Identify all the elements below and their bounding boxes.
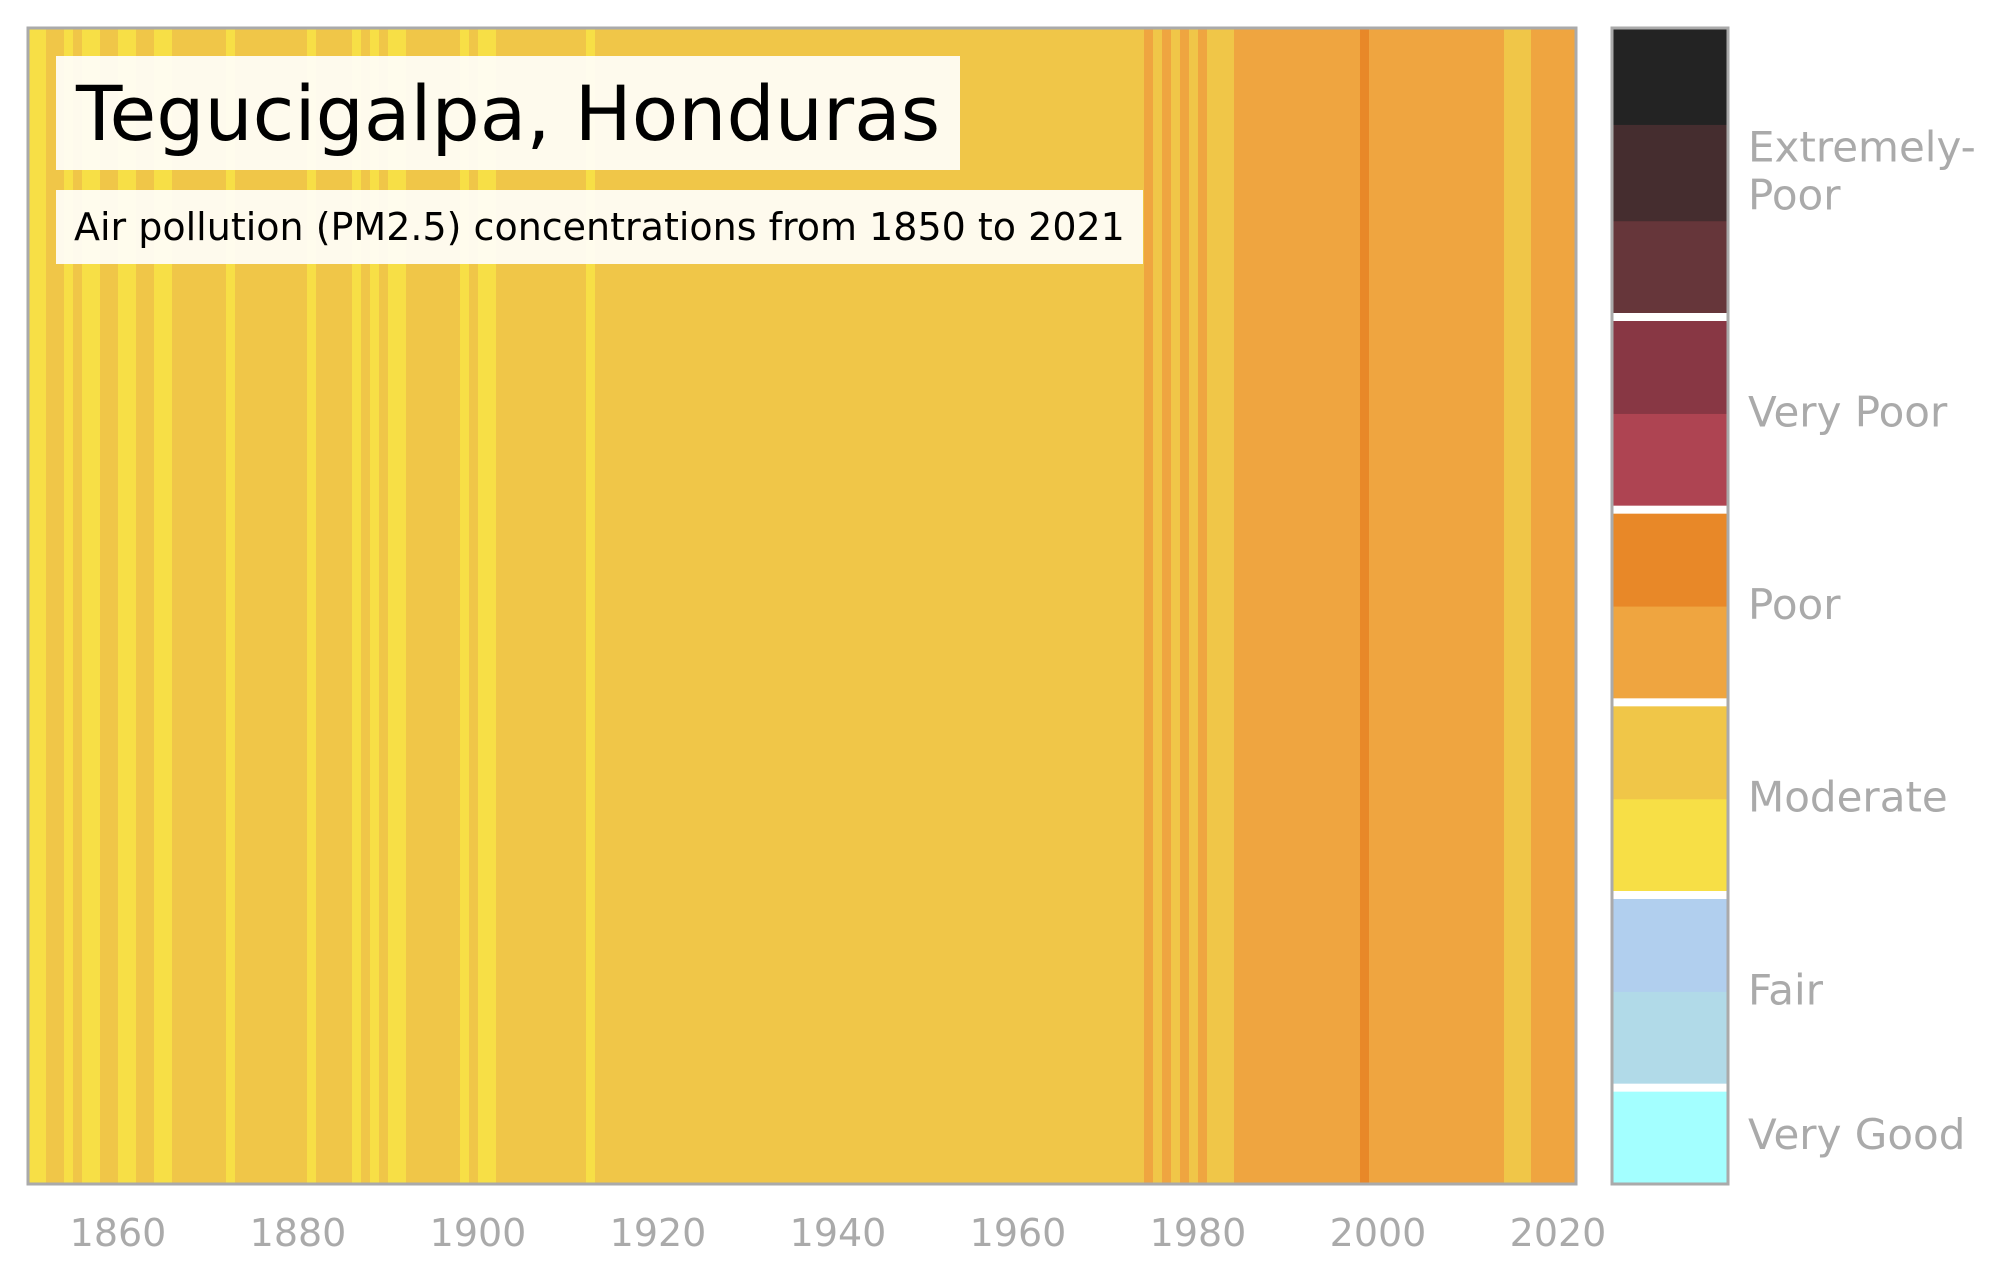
stripe-1889-1890 xyxy=(379,28,389,1184)
stripe-1898-1899 xyxy=(460,28,470,1184)
stripe-1862-1864 xyxy=(136,28,155,1184)
stripe-1864-1866 xyxy=(154,28,173,1184)
colorbar-label-4: Very Poor xyxy=(1748,387,1948,436)
stripe-1977-1978 xyxy=(1171,28,1181,1184)
x-tick-label-1980: 1980 xyxy=(1150,1211,1247,1255)
chart-subtitle: Air pollution (PM2.5) concentrations fro… xyxy=(74,205,1125,249)
stripe-1888-1889 xyxy=(370,28,380,1184)
colorbar-cell-11 xyxy=(1612,28,1728,125)
stripe-1855-1856 xyxy=(73,28,83,1184)
colorbar-cell-7 xyxy=(1612,413,1728,511)
stripe-1980-1981 xyxy=(1198,28,1208,1184)
colorbar-cell-5 xyxy=(1612,606,1728,703)
stripe-1850-1852 xyxy=(28,28,47,1184)
x-axis-ticks: 1860 1880 1900 1920 1940 1960 1980 2000 2020 xyxy=(70,1211,1607,1255)
stripe-1856-1858 xyxy=(82,28,101,1184)
colorbar-cell-10 xyxy=(1612,124,1728,222)
stripe-1976-1977 xyxy=(1162,28,1172,1184)
x-tick-label-1960: 1960 xyxy=(970,1211,1067,1255)
stripe-1900-1902 xyxy=(478,28,497,1184)
colorbar-frame xyxy=(1610,26,1730,1186)
stripe-1881-1882 xyxy=(307,28,317,1184)
x-tick-label-1920: 1920 xyxy=(610,1211,707,1255)
colorbar-cell-8 xyxy=(1612,317,1728,414)
x-tick-label-2020: 2020 xyxy=(1510,1211,1607,1255)
stripe-1887-1888 xyxy=(361,28,371,1184)
stripe-1854-1855 xyxy=(64,28,74,1184)
chart-title: Tegucigalpa, Honduras xyxy=(76,68,941,158)
stripe-1998-1999 xyxy=(1360,28,1370,1184)
title-box: Tegucigalpa, Honduras xyxy=(56,56,961,170)
colorbar-cell-0 xyxy=(1612,1087,1728,1185)
stripe-1860-1862 xyxy=(118,28,137,1184)
x-tick-label-1880: 1880 xyxy=(250,1211,347,1255)
colorbar-cell-9 xyxy=(1612,220,1728,318)
colorbar-cell-1 xyxy=(1612,991,1728,1089)
stripe-1999-2014 xyxy=(1369,28,1505,1184)
colorbar-label-0: Very Good xyxy=(1748,1110,1965,1159)
stripe-1975-1976 xyxy=(1153,28,1163,1184)
colorbar-separator-3 xyxy=(1612,505,1728,514)
colorbar-cell-4 xyxy=(1612,702,1728,800)
colorbar xyxy=(1610,26,1730,1186)
colorbar-cell-6 xyxy=(1612,509,1728,607)
stripe-2017-2022 xyxy=(1531,28,1577,1184)
stripe-1886-1887 xyxy=(352,28,362,1184)
stripe-1852-1854 xyxy=(46,28,65,1184)
x-tick-label-2000: 2000 xyxy=(1330,1211,1427,1255)
stripe-1858-1860 xyxy=(100,28,119,1184)
colorbar-separator-0 xyxy=(1612,1083,1728,1092)
stripe-1978-1979 xyxy=(1180,28,1190,1184)
colorbar-label-3: Poor xyxy=(1748,580,1841,629)
x-tick-label-1860: 1860 xyxy=(70,1211,167,1255)
stripe-1979-1980 xyxy=(1189,28,1199,1184)
colorbar-cell-2 xyxy=(1612,895,1728,992)
colorbar-label-2: Moderate xyxy=(1748,773,1948,822)
colorbar-cell-3 xyxy=(1612,798,1728,896)
stripe-1974-1975 xyxy=(1144,28,1154,1184)
subtitle-box: Air pollution (PM2.5) concentrations fro… xyxy=(56,190,1143,264)
x-tick-label-1940: 1940 xyxy=(790,1211,887,1255)
colorbar-separator-4 xyxy=(1612,313,1728,321)
colorbar-label-1: Fair xyxy=(1748,965,1824,1014)
stripe-1890-1892 xyxy=(388,28,407,1184)
stripe-2014-2017 xyxy=(1504,28,1532,1184)
plot-frame xyxy=(26,26,1578,1186)
stripe-1872-1873 xyxy=(226,28,236,1184)
colorbar-separator-2 xyxy=(1612,698,1728,707)
colorbar-label-5: Extremely-Poor xyxy=(1748,123,1976,220)
colorbar-labels: Very Good Fair Moderate Poor Very Poor Extrem… xyxy=(1748,123,1976,1159)
stripe-1981-1984 xyxy=(1207,28,1235,1184)
stripe-1899-1900 xyxy=(469,28,479,1184)
x-tick-label-1900: 1900 xyxy=(430,1211,527,1255)
stripe-1984-1998 xyxy=(1234,28,1361,1184)
colorbar-separator-1 xyxy=(1612,891,1728,899)
stripe-1912-1913 xyxy=(586,28,596,1184)
